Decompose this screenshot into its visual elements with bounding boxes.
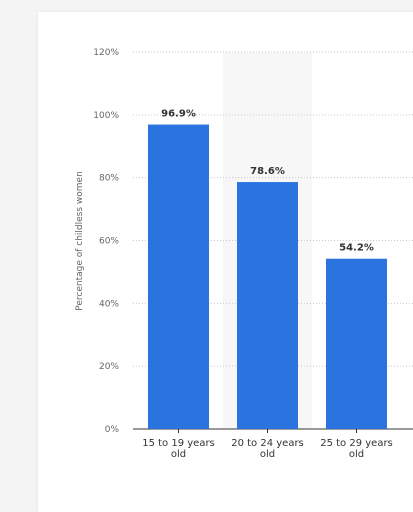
y-tick-label: 20%: [99, 362, 119, 372]
y-axis-label: Percentage of childless women: [75, 171, 85, 311]
y-tick-label: 100%: [93, 111, 119, 121]
y-tick-label: 40%: [99, 299, 119, 309]
y-tick-label: 0%: [105, 425, 120, 435]
y-tick-label: 80%: [99, 174, 119, 184]
data-label: 78.6%: [250, 166, 285, 177]
x-tick-label: 25 to 29 years old: [320, 438, 393, 460]
data-label: 96.9%: [161, 109, 196, 120]
y-tick-label: 60%: [99, 237, 119, 247]
y-tick-label: 120%: [93, 48, 119, 58]
x-tick-label: 20 to 24 years old: [231, 438, 304, 460]
x-tick-label: 15 to 19 years old: [142, 438, 215, 460]
bar: [326, 258, 387, 429]
bar: [237, 182, 298, 429]
data-label: 54.2%: [339, 243, 374, 254]
bar: [148, 124, 209, 429]
